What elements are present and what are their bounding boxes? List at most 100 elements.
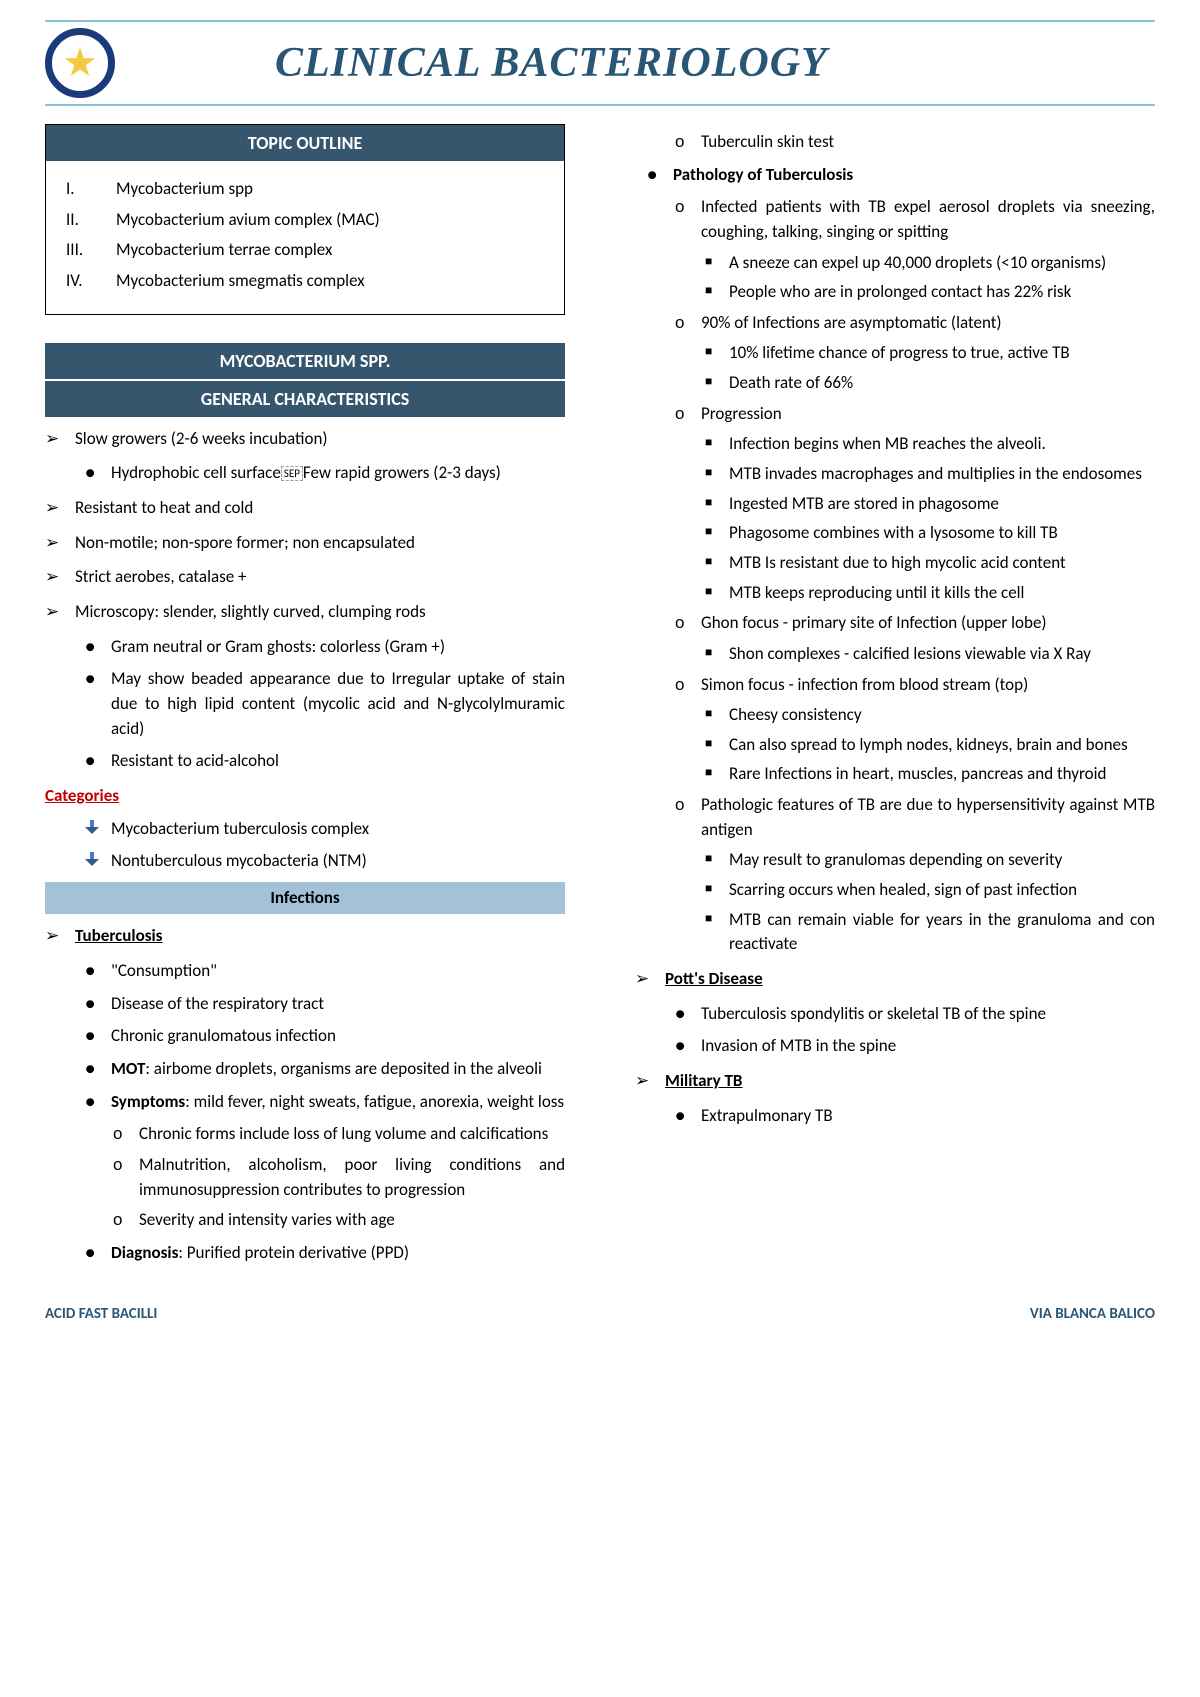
- square-icon: ■: [705, 848, 729, 873]
- list-item: ●Invasion of MTB in the spine: [675, 1034, 1155, 1059]
- list-item: ●Extrapulmonary TB: [675, 1104, 1155, 1129]
- bullet-icon: ●: [85, 461, 111, 486]
- arrow-icon: ➢: [45, 427, 75, 452]
- bullet-icon: ●: [85, 1090, 111, 1115]
- arrow-icon: ➢: [635, 967, 665, 992]
- bullet-icon: ●: [675, 1034, 701, 1059]
- list-item: o90% of Infections are asymptomatic (lat…: [675, 311, 1155, 336]
- list-item: ●Diagnosis: Purified protein derivative …: [85, 1241, 565, 1266]
- square-icon: ■: [705, 251, 729, 276]
- list-item: ●May show beaded appearance due to Irreg…: [85, 667, 565, 741]
- footer-left: ACID FAST BACILLI: [45, 1304, 157, 1326]
- topic-item: I.Mycobacterium spp: [66, 177, 544, 202]
- left-column: TOPIC OUTLINE I.Mycobacterium spp II.Myc…: [45, 124, 565, 1274]
- arrow-icon: ➢: [45, 565, 75, 590]
- list-item: ➢Military TB: [635, 1069, 1155, 1094]
- square-icon: ■: [705, 908, 729, 957]
- square-icon: ■: [705, 642, 729, 667]
- arrow-icon: ➢: [45, 600, 75, 625]
- section-title: MYCOBACTERIUM SPP.: [45, 343, 565, 379]
- circle-icon: o: [675, 195, 701, 244]
- bullet-icon: ●: [85, 1024, 111, 1049]
- list-item: oSimon focus - infection from blood stre…: [675, 673, 1155, 698]
- page-title: CLINICAL BACTERIOLOGY: [275, 33, 828, 94]
- topic-item: IV.Mycobacterium smegmatis complex: [66, 269, 544, 294]
- logo: [45, 28, 115, 98]
- bullet-icon: ●: [675, 1002, 701, 1027]
- list-item: oSeverity and intensity varies with age: [113, 1208, 565, 1233]
- separator-icon: SEP: [281, 466, 303, 481]
- list-item: ■Scarring occurs when healed, sign of pa…: [705, 878, 1155, 903]
- list-item: ●Gram neutral or Gram ghosts: colorless …: [85, 635, 565, 660]
- list-item: ■Phagosome combines with a lysosome to k…: [705, 521, 1155, 546]
- list-item: ■Cheesy consistency: [705, 703, 1155, 728]
- list-item: oInfected patients with TB expel aerosol…: [675, 195, 1155, 244]
- circle-icon: o: [675, 793, 701, 842]
- bullet-icon: ●: [85, 1241, 111, 1266]
- categories-heading: Categories: [45, 784, 565, 809]
- list-item: oProgression: [675, 402, 1155, 427]
- page-header: CLINICAL BACTERIOLOGY: [45, 20, 1155, 106]
- list-item: ■Rare Infections in heart, muscles, panc…: [705, 762, 1155, 787]
- square-icon: ■: [705, 703, 729, 728]
- list-item: ■Death rate of 66%: [705, 371, 1155, 396]
- bullet-icon: ●: [675, 1104, 701, 1129]
- list-item: Nontuberculous mycobacteria (NTM): [85, 849, 565, 874]
- bullet-icon: ●: [647, 163, 673, 188]
- list-item: ➢Pott's Disease: [635, 967, 1155, 992]
- arrow-icon: ➢: [635, 1069, 665, 1094]
- list-item: ■A sneeze can expel up 40,000 droplets (…: [705, 251, 1155, 276]
- list-item: oChronic forms include loss of lung volu…: [113, 1122, 565, 1147]
- square-icon: ■: [705, 280, 729, 305]
- square-icon: ■: [705, 551, 729, 576]
- right-column: oTuberculin skin test ●Pathology of Tube…: [635, 124, 1155, 1274]
- list-item: ■MTB can remain viable for years in the …: [705, 908, 1155, 957]
- list-item: ●Disease of the respiratory tract: [85, 992, 565, 1017]
- list-item: ■Shon complexes - calcified lesions view…: [705, 642, 1155, 667]
- list-item: oGhon focus - primary site of Infection …: [675, 611, 1155, 636]
- circle-icon: o: [113, 1122, 139, 1147]
- content-columns: TOPIC OUTLINE I.Mycobacterium spp II.Myc…: [45, 124, 1155, 1274]
- list-item: ■May result to granulomas depending on s…: [705, 848, 1155, 873]
- bullet-icon: ●: [85, 635, 111, 660]
- square-icon: ■: [705, 521, 729, 546]
- square-icon: ■: [705, 878, 729, 903]
- list-item: ■Ingested MTB are stored in phagosome: [705, 492, 1155, 517]
- list-item: ➢Strict aerobes, catalase +: [45, 565, 565, 590]
- list-item: ➢Slow growers (2-6 weeks incubation): [45, 427, 565, 452]
- infections-heading: Infections: [45, 882, 565, 915]
- arrow-icon: ➢: [45, 924, 75, 949]
- topic-outline-list: I.Mycobacterium spp II.Mycobacterium avi…: [46, 161, 564, 314]
- list-item: ●Hydrophobic cell surfaceSEPFew rapid gr…: [85, 461, 565, 486]
- topic-outline-heading: TOPIC OUTLINE: [46, 125, 564, 161]
- list-item: ■Infection begins when MB reaches the al…: [705, 432, 1155, 457]
- arrow-icon: ➢: [45, 496, 75, 521]
- square-icon: ■: [705, 341, 729, 366]
- circle-icon: o: [675, 673, 701, 698]
- circle-icon: o: [675, 130, 701, 155]
- bullet-icon: ●: [85, 959, 111, 984]
- bullet-icon: ●: [85, 667, 111, 741]
- down-arrow-icon: [85, 817, 111, 842]
- page-footer: ACID FAST BACILLI VIA BLANCA BALICO: [45, 1304, 1155, 1326]
- circle-icon: o: [113, 1153, 139, 1202]
- bullet-icon: ●: [85, 992, 111, 1017]
- square-icon: ■: [705, 462, 729, 487]
- square-icon: ■: [705, 371, 729, 396]
- square-icon: ■: [705, 581, 729, 606]
- list-item: ■People who are in prolonged contact has…: [705, 280, 1155, 305]
- square-icon: ■: [705, 432, 729, 457]
- list-item: ■10% lifetime chance of progress to true…: [705, 341, 1155, 366]
- list-item: ●Pathology of Tuberculosis: [647, 163, 1155, 188]
- circle-icon: o: [675, 611, 701, 636]
- list-item: ➢Resistant to heat and cold: [45, 496, 565, 521]
- circle-icon: o: [675, 402, 701, 427]
- list-item: ■MTB invades macrophages and multiplies …: [705, 462, 1155, 487]
- topic-item: III.Mycobacterium terrae complex: [66, 238, 544, 263]
- list-item: Mycobacterium tuberculosis complex: [85, 817, 565, 842]
- list-item: ■MTB Is resistant due to high mycolic ac…: [705, 551, 1155, 576]
- square-icon: ■: [705, 733, 729, 758]
- list-item: ➢Non-motile; non-spore former; non encap…: [45, 531, 565, 556]
- topic-item: II.Mycobacterium avium complex (MAC): [66, 208, 544, 233]
- list-item: ➢Tuberculosis: [45, 924, 565, 949]
